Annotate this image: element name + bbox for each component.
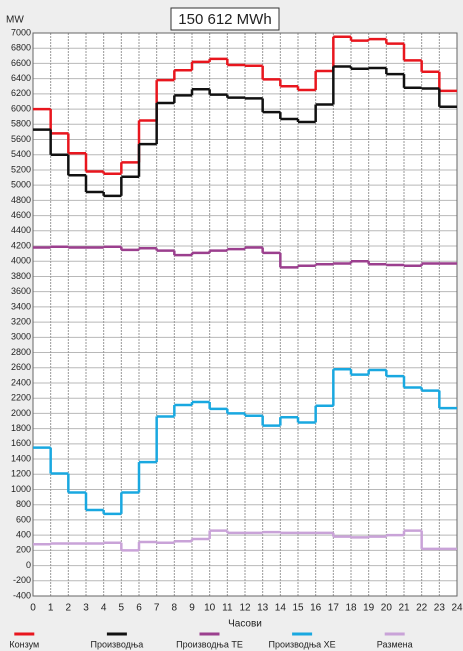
y-tick-label: -200 — [13, 575, 31, 585]
x-tick-label: 9 — [189, 603, 195, 614]
x-tick-label: 16 — [310, 603, 322, 614]
y-tick-label: 5400 — [11, 149, 31, 159]
x-tick-label: 24 — [451, 603, 463, 614]
y-tick-label: 4200 — [11, 240, 31, 250]
y-tick-label: 7000 — [11, 27, 31, 37]
y-tick-label: 1600 — [11, 438, 31, 448]
x-tick-label: 20 — [381, 603, 393, 614]
y-tick-label: 4400 — [11, 225, 31, 235]
legend-label: Производња ХЕ — [268, 639, 335, 649]
y-tick-label: 2800 — [11, 347, 31, 357]
y-tick-label: 6400 — [11, 73, 31, 83]
y-axis-label: MW — [6, 15, 24, 26]
x-tick-label: 23 — [434, 603, 446, 614]
y-tick-label: 1200 — [11, 469, 31, 479]
y-tick-label: 6800 — [11, 43, 31, 53]
x-tick-label: 8 — [172, 603, 178, 614]
x-tick-label: 6 — [136, 603, 142, 614]
y-tick-label: 5000 — [11, 180, 31, 190]
title-box — [170, 7, 280, 31]
x-tick-label: 15 — [292, 603, 304, 614]
x-tick-label: 18 — [345, 603, 357, 614]
chart-title: 150 612 MWh — [178, 11, 271, 28]
y-tick-label: 2200 — [11, 393, 31, 403]
x-tick-label: 3 — [83, 603, 89, 614]
x-tick-label: 7 — [154, 603, 160, 614]
y-tick-label: -400 — [13, 590, 31, 600]
legend-label: Размена — [377, 639, 413, 649]
x-tick-label: 11 — [222, 603, 233, 614]
legend-label: Конзум — [9, 639, 39, 649]
x-tick-label: 1 — [48, 603, 54, 614]
y-tick-label: 4000 — [11, 256, 31, 266]
y-tick-label: 400 — [16, 530, 31, 540]
x-tick-label: 4 — [101, 603, 107, 614]
x-tick-label: 12 — [239, 603, 251, 614]
x-tick-label: 22 — [416, 603, 428, 614]
y-tick-label: 1400 — [11, 453, 31, 463]
y-tick-label: 600 — [16, 514, 31, 524]
x-tick-label: 2 — [66, 603, 72, 614]
y-tick-label: 200 — [16, 545, 31, 555]
x-tick-label: 19 — [363, 603, 375, 614]
x-tick-label: 0 — [30, 603, 36, 614]
x-tick-label: 17 — [328, 603, 340, 614]
y-tick-label: 4800 — [11, 195, 31, 205]
y-tick-label: 6000 — [11, 103, 31, 113]
plot-border — [32, 32, 458, 597]
y-tick-label: 2000 — [11, 408, 31, 418]
y-tick-label: 1000 — [11, 484, 31, 494]
y-tick-label: 3200 — [11, 316, 31, 326]
x-tick-label: 10 — [204, 603, 216, 614]
y-tick-label: 800 — [16, 499, 31, 509]
x-tick-label: 14 — [275, 603, 287, 614]
y-tick-label: 1800 — [11, 423, 31, 433]
y-tick-label: 2400 — [11, 377, 31, 387]
y-tick-label: 4600 — [11, 210, 31, 220]
y-tick-label: 3600 — [11, 286, 31, 296]
y-tick-label: 3000 — [11, 332, 31, 342]
y-tick-label: 3800 — [11, 271, 31, 281]
y-tick-label: 5600 — [11, 134, 31, 144]
legend-label: Производња ТЕ — [176, 639, 243, 649]
x-tick-label: 5 — [119, 603, 125, 614]
y-tick-label: 0 — [26, 560, 31, 570]
y-tick-label: 5200 — [11, 164, 31, 174]
y-tick-label: 2600 — [11, 362, 31, 372]
y-tick-label: 5800 — [11, 119, 31, 129]
y-tick-label: 3400 — [11, 301, 31, 311]
x-tick-label: 21 — [398, 603, 410, 614]
y-tick-label: 6600 — [11, 58, 31, 68]
x-tick-label: 13 — [257, 603, 269, 614]
x-axis-label: Часови — [228, 619, 262, 630]
y-tick-label: 6200 — [11, 88, 31, 98]
legend-label: Производња — [91, 639, 144, 649]
